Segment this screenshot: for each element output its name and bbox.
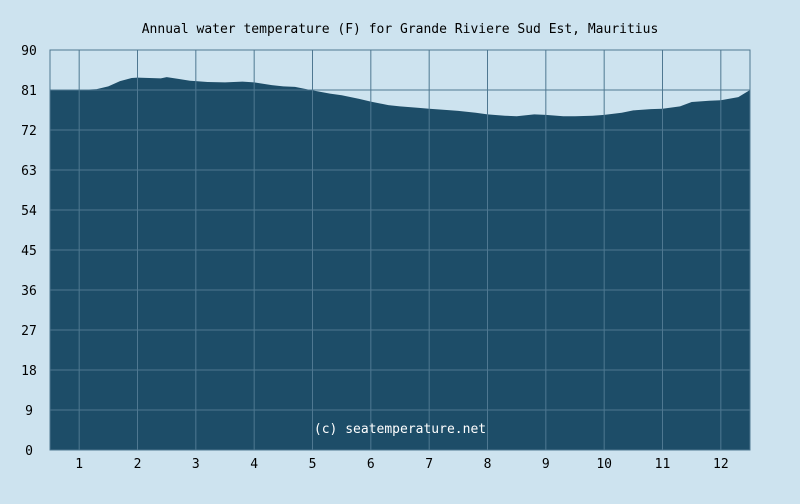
chart-title: Annual water temperature (F) for Grande … xyxy=(142,22,659,37)
x-tick-label: 11 xyxy=(655,457,671,472)
watermark-text: (c) seatemperature.net xyxy=(314,422,486,437)
x-tick-label: 12 xyxy=(713,457,729,472)
x-tick-label: 10 xyxy=(596,457,612,472)
y-tick-label: 63 xyxy=(21,164,37,179)
y-tick-label: 27 xyxy=(21,324,37,339)
x-tick-label: 8 xyxy=(484,457,492,472)
x-tick-label: 4 xyxy=(250,457,258,472)
y-axis-ticks: 0 9 18 27 36 45 54 63 72 81 90 xyxy=(21,44,37,459)
y-tick-label: 72 xyxy=(21,124,37,139)
x-axis-ticks: 1 2 3 4 5 6 7 8 9 10 11 12 xyxy=(75,457,728,472)
y-tick-label: 81 xyxy=(21,84,37,99)
x-tick-label: 1 xyxy=(75,457,83,472)
y-tick-label: 90 xyxy=(21,44,37,59)
x-tick-label: 2 xyxy=(134,457,142,472)
x-tick-label: 6 xyxy=(367,457,375,472)
temperature-area xyxy=(50,77,750,450)
y-tick-label: 45 xyxy=(21,244,37,259)
y-tick-label: 54 xyxy=(21,204,37,219)
y-tick-label: 18 xyxy=(21,364,37,379)
x-tick-label: 5 xyxy=(309,457,317,472)
x-tick-label: 7 xyxy=(425,457,433,472)
y-tick-label: 0 xyxy=(25,444,33,459)
x-tick-label: 9 xyxy=(542,457,550,472)
y-tick-label: 9 xyxy=(25,404,33,419)
y-tick-label: 36 xyxy=(21,284,37,299)
x-tick-label: 3 xyxy=(192,457,200,472)
plot-frame xyxy=(49,49,751,451)
